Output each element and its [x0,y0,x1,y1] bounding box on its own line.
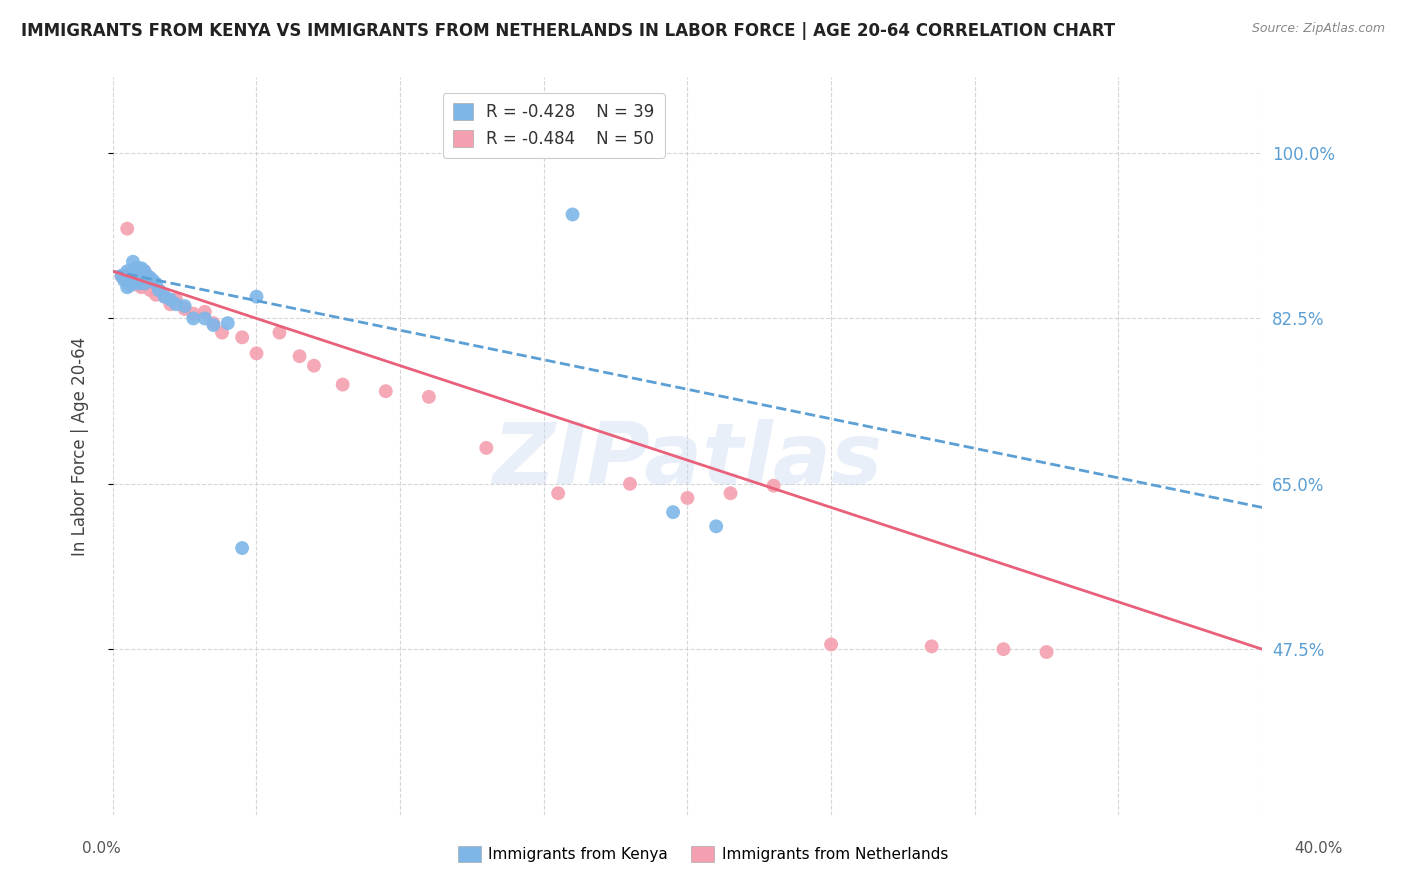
Point [139,283,162,297]
Point [145,277,167,291]
Point [704,519,727,533]
Point [125,277,148,291]
Point [139,270,162,285]
Point [194,311,217,326]
Point [131,270,153,285]
Point [125,261,148,276]
Point [142,277,165,291]
Point [820,637,842,651]
Point [131,270,153,285]
Point [231,541,253,555]
Point [128,261,150,276]
Point [115,267,138,281]
Point [159,297,181,311]
Point [112,274,135,288]
Point [475,441,498,455]
Point [136,268,159,283]
Point [122,254,145,268]
Y-axis label: In Labor Force | Age 20-64: In Labor Force | Age 20-64 [72,336,89,556]
Point [128,268,150,283]
Point [136,277,159,291]
Point [547,486,569,500]
Point [125,264,148,278]
Point [120,277,142,291]
Point [211,326,233,340]
Point [173,301,195,316]
Point [110,268,132,283]
Point [112,270,135,285]
Point [131,261,153,276]
Point [173,299,195,313]
Point [245,290,267,304]
Text: 40.0%: 40.0% [1295,841,1343,856]
Point [993,642,1015,657]
Point [131,280,153,294]
Point [125,268,148,283]
Point [134,264,156,278]
Text: Source: ZipAtlas.com: Source: ZipAtlas.com [1251,22,1385,36]
Point [159,293,181,307]
Point [145,287,167,301]
Point [115,280,138,294]
Text: IMMIGRANTS FROM KENYA VS IMMIGRANTS FROM NETHERLANDS IN LABOR FORCE | AGE 20-64 : IMMIGRANTS FROM KENYA VS IMMIGRANTS FROM… [21,22,1115,40]
Point [194,305,217,319]
Point [921,640,943,654]
Legend: R = -0.428    N = 39, R = -0.484    N = 50: R = -0.428 N = 39, R = -0.484 N = 50 [443,93,665,158]
Point [418,390,440,404]
Point [128,278,150,293]
Point [122,264,145,278]
Point [165,297,187,311]
Text: ZIPatlas: ZIPatlas [492,419,883,502]
Point [131,268,153,283]
Point [115,221,138,235]
Point [148,283,170,297]
Point [288,349,311,363]
Point [122,270,145,285]
Point [125,268,148,283]
Point [120,268,142,283]
Point [122,264,145,278]
Point [181,311,204,326]
Point [110,268,132,283]
Point [1035,645,1057,659]
Point [120,268,142,283]
Point [561,207,583,221]
Point [153,290,176,304]
Point [231,330,253,344]
Point [202,318,225,332]
Point [120,278,142,293]
Point [762,478,785,492]
Point [125,274,148,288]
Point [245,346,267,360]
Point [619,476,641,491]
Point [134,264,156,278]
Point [148,283,170,297]
Point [134,277,156,291]
Point [269,326,291,340]
Point [115,264,138,278]
Point [374,384,396,399]
Point [142,274,165,288]
Point [165,293,187,307]
Point [131,268,153,283]
Point [662,505,685,519]
Point [128,267,150,281]
Point [202,316,225,330]
Point [131,264,153,278]
Point [128,277,150,291]
Legend: Immigrants from Kenya, Immigrants from Netherlands: Immigrants from Kenya, Immigrants from N… [451,840,955,868]
Point [136,268,159,283]
Point [134,270,156,285]
Point [217,316,239,330]
Point [181,307,204,321]
Point [302,359,325,373]
Point [153,290,176,304]
Point [122,268,145,283]
Point [676,491,699,505]
Point [720,486,742,500]
Point [332,377,354,392]
Text: 0.0%: 0.0% [82,841,121,856]
